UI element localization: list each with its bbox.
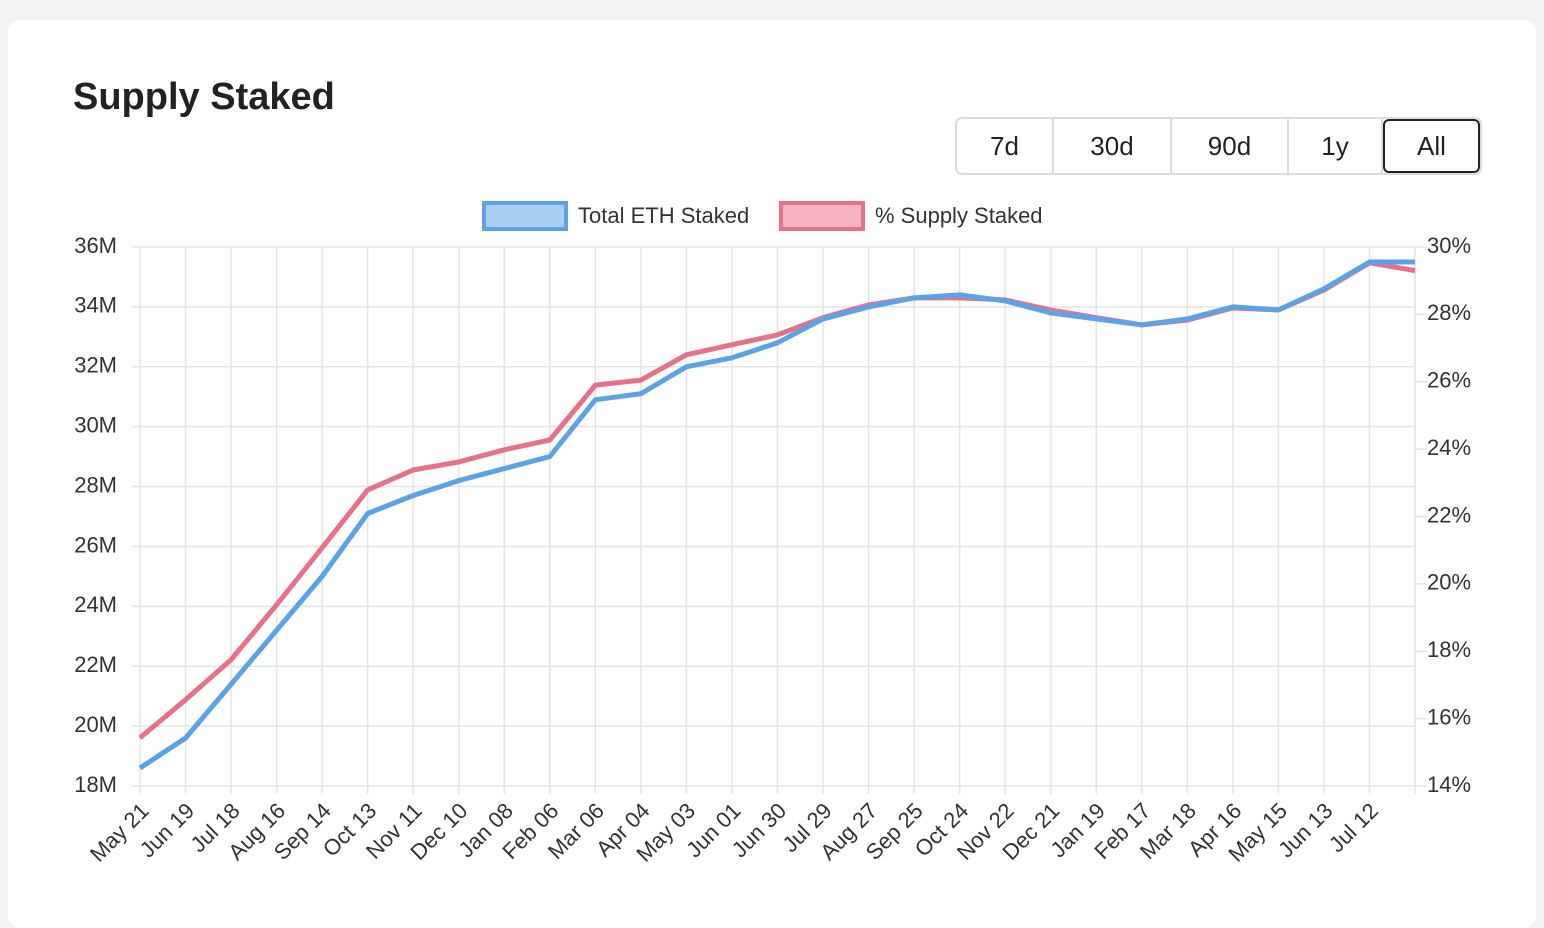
y-tick-label: 18M — [74, 772, 117, 797]
y2-tick-label: 22% — [1427, 502, 1471, 527]
range-button[interactable]: 7d — [957, 119, 1054, 173]
range-button[interactable]: 30d — [1054, 119, 1172, 173]
x-tick-label: Jul 12 — [1324, 798, 1383, 857]
legend-label: % Supply Staked — [875, 203, 1043, 228]
y2-tick-label: 20% — [1427, 570, 1471, 595]
series-line — [138, 259, 1415, 771]
legend-label: Total ETH Staked — [578, 203, 749, 228]
y-tick-label: 22M — [74, 652, 117, 677]
y2-tick-label: 14% — [1427, 772, 1471, 797]
y-tick-label: 32M — [74, 353, 117, 378]
card-title: Supply Staked — [73, 76, 335, 118]
range-button[interactable]: 90d — [1172, 119, 1289, 173]
y-tick-label: 26M — [74, 532, 117, 557]
legend-swatch — [482, 201, 568, 231]
y-tick-label: 36M — [74, 233, 117, 258]
y2-tick-label: 18% — [1427, 637, 1471, 662]
y2-tick-label: 26% — [1427, 368, 1471, 393]
y-tick-label: 28M — [74, 472, 117, 497]
range-button[interactable]: 1y — [1289, 119, 1383, 173]
y-tick-label: 24M — [74, 592, 117, 617]
card: Supply Staked — [8, 20, 1536, 928]
y2-tick-label: 16% — [1427, 704, 1471, 729]
y-tick-label: 34M — [74, 293, 117, 318]
x-tick-label: May 21 — [85, 798, 154, 867]
range-button[interactable]: All — [1383, 119, 1480, 173]
y-tick-label: 20M — [74, 712, 117, 737]
range-buttons: 7d 30d 90d 1y All — [955, 117, 1482, 175]
legend-swatch — [779, 201, 865, 231]
y2-tick-label: 24% — [1427, 435, 1471, 460]
y2-tick-label: 28% — [1427, 300, 1471, 325]
y2-tick-label: 30% — [1427, 233, 1471, 258]
y-tick-label: 30M — [74, 412, 117, 437]
